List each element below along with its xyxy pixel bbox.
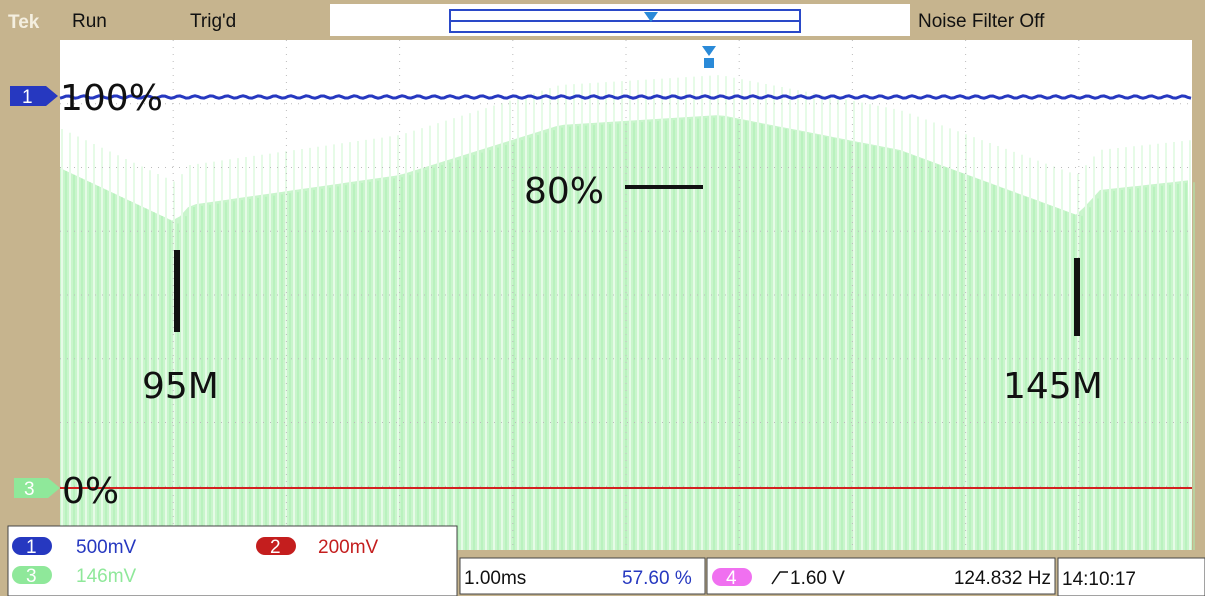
ch1-scale: 500mV <box>76 537 137 558</box>
annotation-bottom: 0% <box>62 471 119 512</box>
ch3-badge-label: 3 <box>26 566 37 587</box>
ch1-badge-label: 1 <box>26 537 37 558</box>
page: Oscilloscope capture {"header":{"brand":… <box>0 0 1205 596</box>
run-state: Run <box>72 11 107 32</box>
timebase-scale: 1.00ms <box>464 568 526 589</box>
ch2-scale: 200mV <box>318 537 379 558</box>
scope-screen: Tek Run Trig'd Noise Filter Off 1 3 100%… <box>0 0 1205 596</box>
trigger-level: 1.60 V <box>790 568 845 589</box>
annotation-level: 80% <box>524 171 604 212</box>
clock: 14:10:17 <box>1062 569 1136 590</box>
ch3-marker-label: 3 <box>24 479 35 500</box>
annotation-top: 100% <box>60 78 163 119</box>
trigger-state: Trig'd <box>190 11 236 32</box>
trigger-frequency: 124.832 Hz <box>954 568 1051 589</box>
ch4-badge-label: 4 <box>726 568 737 589</box>
timebase-position: 57.60 % <box>622 568 692 589</box>
annotation-left: 95M <box>142 366 219 407</box>
annotation-right: 145M <box>1003 366 1103 407</box>
ch3-scale: 146mV <box>76 566 137 587</box>
ch1-marker-label: 1 <box>22 87 33 108</box>
brand: Tek <box>8 12 40 33</box>
body: Tek Run Trig'd Noise Filter Off 1 3 100%… <box>0 0 1205 596</box>
noise-filter: Noise Filter Off <box>918 11 1045 32</box>
ch2-badge-label: 2 <box>270 537 281 558</box>
